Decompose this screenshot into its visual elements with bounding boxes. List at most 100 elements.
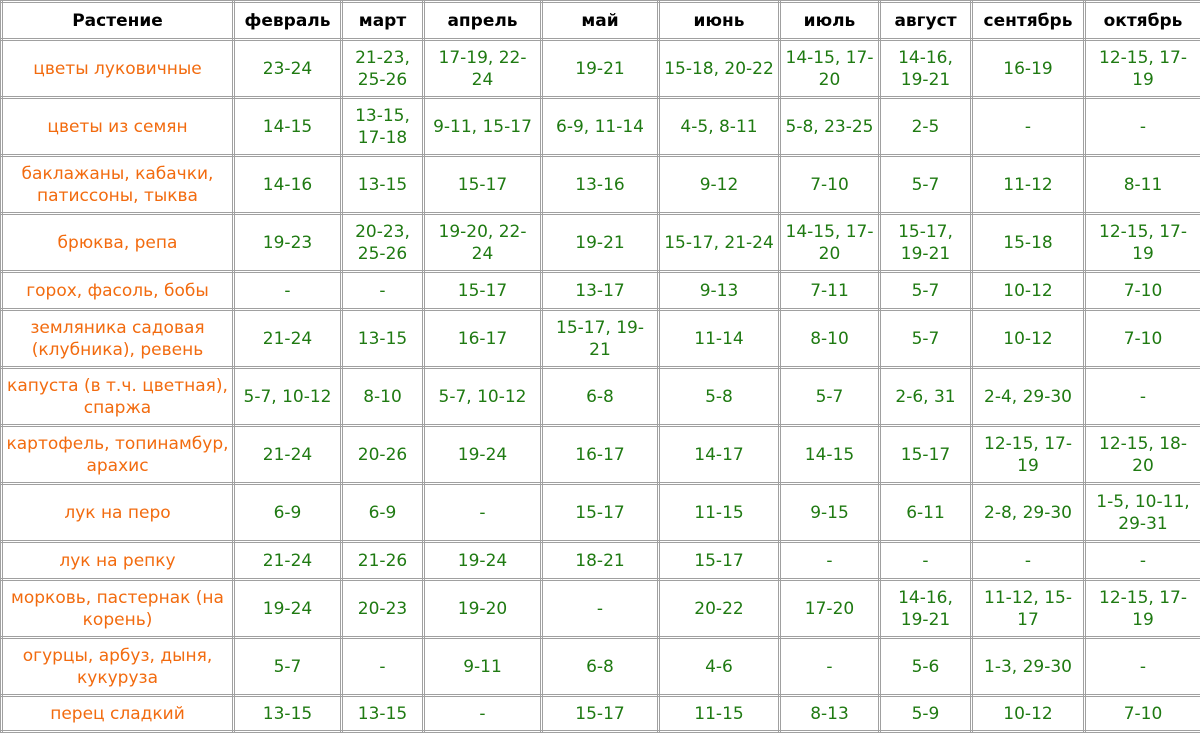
date-range: 15-17, 19-21: [542, 310, 659, 368]
date-range: 10-12: [972, 310, 1085, 368]
column-header: сентябрь: [972, 2, 1085, 40]
date-range: 8-10: [780, 310, 880, 368]
date-range: -: [780, 638, 880, 696]
date-range: 12-15, 17-19: [972, 426, 1085, 484]
date-range: 15-17, 19-21: [880, 214, 972, 272]
date-range: 23-24: [234, 40, 342, 98]
date-range: -: [972, 542, 1085, 580]
plant-name: морковь, пастернак (на корень): [2, 580, 234, 638]
date-range: 6-8: [542, 638, 659, 696]
column-header: август: [880, 2, 972, 40]
date-range: 2-4, 29-30: [972, 368, 1085, 426]
date-range: 10-12: [972, 696, 1085, 732]
date-range: 12-15, 17-19: [1085, 214, 1200, 272]
plant-name: перец сладкий: [2, 696, 234, 732]
date-range: 17-20: [780, 580, 880, 638]
date-range: 11-12: [972, 156, 1085, 214]
table-row: капуста (в т.ч. цветная), спаржа 5-7, 10-…: [2, 368, 1200, 426]
plant-name: цветы из семян: [2, 98, 234, 156]
date-range: 5-7, 10-12: [424, 368, 542, 426]
date-range: 20-26: [342, 426, 424, 484]
date-range: 21-24: [234, 542, 342, 580]
date-range: 19-20, 22-24: [424, 214, 542, 272]
column-header: октябрь: [1085, 2, 1200, 40]
date-range: 11-14: [659, 310, 780, 368]
date-range: 19-21: [542, 214, 659, 272]
date-range: 5-7: [780, 368, 880, 426]
date-range: 7-10: [1085, 272, 1200, 310]
column-header: апрель: [424, 2, 542, 40]
date-range: -: [424, 484, 542, 542]
date-range: -: [880, 542, 972, 580]
date-range: -: [342, 272, 424, 310]
date-range: 16-17: [424, 310, 542, 368]
date-range: 13-15: [342, 696, 424, 732]
date-range: 16-17: [542, 426, 659, 484]
date-range: 13-17: [542, 272, 659, 310]
column-header: февраль: [234, 2, 342, 40]
column-header: июнь: [659, 2, 780, 40]
date-range: 15-18: [972, 214, 1085, 272]
date-range: 6-9: [234, 484, 342, 542]
date-range: 6-9: [342, 484, 424, 542]
date-range: 17-19, 22-24: [424, 40, 542, 98]
date-range: 19-24: [424, 426, 542, 484]
date-range: 20-22: [659, 580, 780, 638]
date-range: -: [1085, 98, 1200, 156]
date-range: 15-17: [424, 272, 542, 310]
date-range: 14-17: [659, 426, 780, 484]
date-range: 14-16, 19-21: [880, 40, 972, 98]
date-range: 21-23, 25-26: [342, 40, 424, 98]
date-range: 2-8, 29-30: [972, 484, 1085, 542]
plant-name: лук на репку: [2, 542, 234, 580]
date-range: 11-15: [659, 696, 780, 732]
date-range: 14-15: [234, 98, 342, 156]
date-range: 20-23: [342, 580, 424, 638]
date-range: 21-24: [234, 426, 342, 484]
date-range: -: [780, 542, 880, 580]
date-range: 11-15: [659, 484, 780, 542]
date-range: -: [1085, 368, 1200, 426]
date-range: 7-10: [780, 156, 880, 214]
date-range: 1-3, 29-30: [972, 638, 1085, 696]
date-range: -: [234, 272, 342, 310]
date-range: 6-8: [542, 368, 659, 426]
plant-name: картофель, топинамбур, арахис: [2, 426, 234, 484]
date-range: 21-26: [342, 542, 424, 580]
date-range: -: [972, 98, 1085, 156]
date-range: 7-11: [780, 272, 880, 310]
date-range: 2-6, 31: [880, 368, 972, 426]
date-range: 15-18, 20-22: [659, 40, 780, 98]
date-range: 13-16: [542, 156, 659, 214]
date-range: 12-15, 17-19: [1085, 580, 1200, 638]
date-range: 8-11: [1085, 156, 1200, 214]
date-range: 5-7: [880, 272, 972, 310]
date-range: 15-17, 21-24: [659, 214, 780, 272]
date-range: 9-11, 15-17: [424, 98, 542, 156]
date-range: -: [1085, 542, 1200, 580]
date-range: 19-20: [424, 580, 542, 638]
date-range: 9-13: [659, 272, 780, 310]
plant-name: огурцы, арбуз, дыня, кукуруза: [2, 638, 234, 696]
date-range: 9-15: [780, 484, 880, 542]
plant-name: земляника садовая (клубника), ревень: [2, 310, 234, 368]
date-range: 19-21: [542, 40, 659, 98]
column-header: март: [342, 2, 424, 40]
date-range: 13-15: [342, 156, 424, 214]
date-range: 14-15, 17-20: [780, 40, 880, 98]
date-range: 7-10: [1085, 310, 1200, 368]
date-range: 5-9: [880, 696, 972, 732]
date-range: 5-7: [880, 310, 972, 368]
plant-name: баклажаны, кабачки, патиссоны, тыква: [2, 156, 234, 214]
plant-name: капуста (в т.ч. цветная), спаржа: [2, 368, 234, 426]
